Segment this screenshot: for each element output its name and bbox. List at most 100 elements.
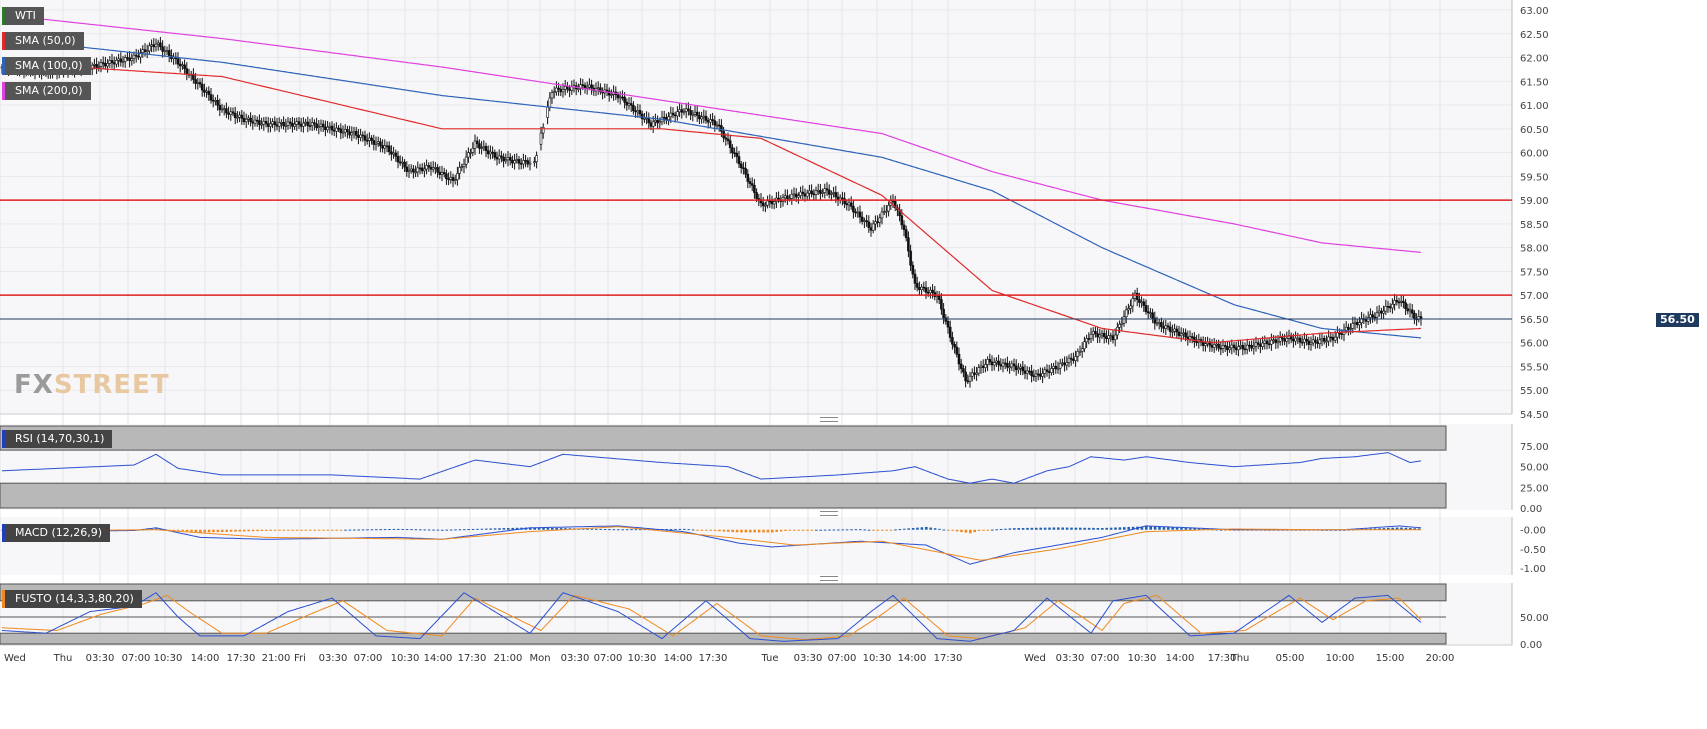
- macd-histogram-bar: [273, 529, 277, 531]
- candle-body: [231, 111, 235, 114]
- candle-body: [1402, 300, 1405, 304]
- macd-histogram-bar: [612, 529, 616, 531]
- candle-body: [634, 110, 637, 113]
- macd-histogram-bar: [832, 529, 836, 531]
- candle-body: [284, 125, 288, 127]
- time-tick-label: 07:00: [122, 653, 151, 664]
- macd-histogram-bar: [1035, 527, 1038, 530]
- candle-body: [1080, 348, 1084, 352]
- macd-histogram-bar: [238, 529, 242, 532]
- candle-body: [715, 124, 719, 127]
- candle-body: [1320, 338, 1324, 341]
- candle-body: [104, 63, 107, 67]
- macd-histogram-bar: [1299, 529, 1302, 531]
- candle-body: [97, 66, 101, 68]
- macd-histogram-bar: [419, 529, 422, 531]
- candle-body: [893, 200, 897, 209]
- candle-body: [244, 119, 248, 122]
- candle-body: [427, 165, 431, 168]
- macd-histogram-bar: [300, 529, 303, 531]
- candle-body: [819, 189, 822, 194]
- candle-body: [1388, 306, 1392, 309]
- macd-histogram-bar: [740, 529, 743, 533]
- candle-body: [1160, 322, 1163, 328]
- macd-histogram-bar: [793, 529, 796, 531]
- macd-histogram-bar: [766, 529, 770, 533]
- macd-histogram-bar: [1378, 528, 1381, 530]
- candle-body: [1386, 306, 1390, 308]
- candle-body: [363, 135, 367, 141]
- candle-body: [196, 82, 200, 84]
- candle-body: [359, 134, 362, 138]
- candle-body: [816, 189, 820, 192]
- candle-body: [1003, 362, 1007, 365]
- candle-body: [229, 111, 233, 115]
- candle-body: [860, 216, 864, 222]
- candle-body: [315, 123, 318, 129]
- pane-resize-handle-fusto[interactable]: [820, 576, 838, 581]
- candle-body: [955, 346, 959, 355]
- macd-histogram-bar: [872, 529, 875, 531]
- candle-body: [1384, 306, 1388, 312]
- candle-body: [194, 79, 197, 84]
- macd-histogram-bar: [339, 529, 343, 531]
- macd-histogram-bar: [1369, 528, 1372, 530]
- macd-histogram-bar: [1285, 529, 1289, 531]
- macd-histogram-bar: [894, 529, 897, 531]
- candle-body: [944, 317, 948, 322]
- time-tick-label: 10:30: [628, 653, 657, 664]
- candle-body: [709, 119, 712, 123]
- macd-histogram-bar: [973, 529, 976, 533]
- candle-body: [1254, 342, 1258, 347]
- macd-histogram-bar: [1074, 527, 1078, 530]
- candle-body: [640, 113, 644, 120]
- symbol-label: WTI: [2, 7, 44, 25]
- pane-resize-handle-macd[interactable]: [820, 511, 838, 516]
- candle-body: [431, 167, 435, 170]
- candle-body: [891, 200, 895, 203]
- candle-body: [678, 109, 681, 113]
- time-tick-label: 07:00: [594, 653, 623, 664]
- candle-body: [464, 156, 468, 165]
- candle-body: [984, 364, 987, 368]
- candle-body: [1322, 338, 1326, 342]
- time-tick-label: 21:00: [494, 653, 523, 664]
- macd-histogram-bar: [1004, 528, 1007, 530]
- candle-body: [656, 120, 659, 124]
- candle-body: [1336, 332, 1339, 338]
- candle-body: [737, 156, 741, 165]
- candle-body: [425, 165, 428, 170]
- macd-histogram-bar: [1180, 527, 1183, 530]
- candle-body: [376, 141, 380, 144]
- time-tick-label: 03:30: [86, 653, 115, 664]
- macd-histogram-bar: [722, 529, 726, 532]
- rsi-tick-label: 75.00: [1520, 442, 1549, 453]
- time-tick-label: Fri: [294, 653, 306, 664]
- candle-body: [990, 361, 994, 366]
- rsi-tick-label: 25.00: [1520, 483, 1549, 494]
- candle-body: [1406, 308, 1410, 312]
- candle-body: [462, 163, 466, 167]
- candle-body: [1256, 342, 1260, 345]
- candle-body: [827, 189, 831, 195]
- candle-body: [1263, 340, 1267, 344]
- candle-body: [1019, 366, 1022, 369]
- macd-histogram-bar: [859, 529, 862, 531]
- macd-histogram-bar: [445, 529, 448, 531]
- candle-body: [1146, 311, 1150, 314]
- candle-body: [108, 60, 112, 64]
- candle-body: [1382, 310, 1385, 314]
- candle-body: [1052, 365, 1055, 369]
- candle-body: [770, 200, 774, 205]
- macd-label: MACD (12,26,9): [2, 524, 111, 542]
- macd-histogram-bar: [691, 529, 695, 531]
- candle-body: [691, 113, 695, 116]
- time-tick-label: Tue: [760, 653, 778, 664]
- pane-resize-handle-rsi[interactable]: [820, 417, 838, 422]
- candle-body: [403, 161, 406, 168]
- macd-histogram-bar: [485, 528, 488, 530]
- candle-body: [581, 84, 585, 86]
- macd-histogram-bar: [608, 529, 611, 531]
- candle-body: [1047, 371, 1051, 373]
- macd-histogram-bar: [304, 529, 308, 531]
